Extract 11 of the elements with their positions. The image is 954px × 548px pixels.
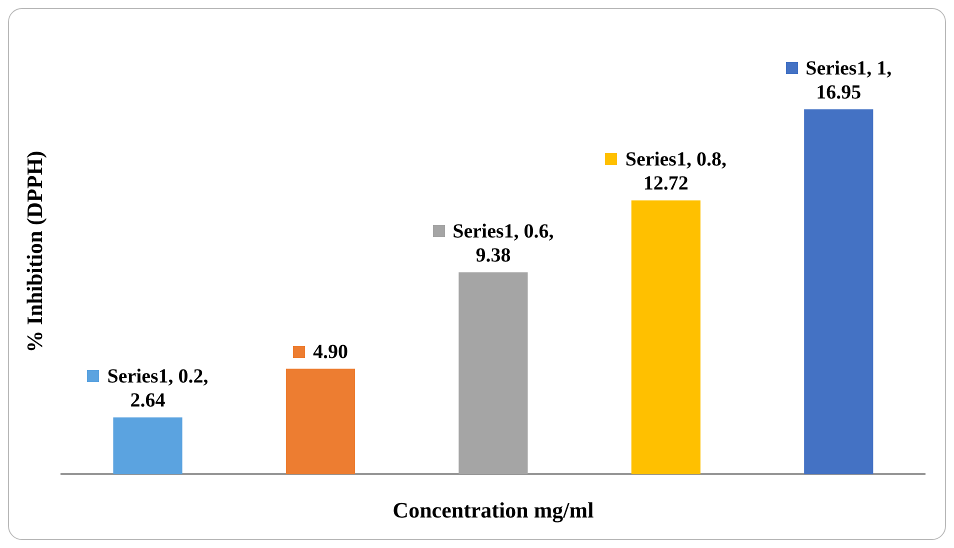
data-label: Series1, 0.8, 12.72 <box>625 148 726 195</box>
data-label: 4.90 <box>312 340 348 363</box>
data-label: Series1, 0.2, 2.64 <box>107 366 208 412</box>
x-axis-title: Concentration mg/ml <box>392 497 594 522</box>
y-axis-title: % Inhibition (DPPH) <box>22 150 47 352</box>
data-label: Series1, 1, 16.95 <box>806 57 892 104</box>
bar <box>286 368 356 474</box>
bar <box>804 109 874 474</box>
bar <box>631 200 700 474</box>
bar <box>113 417 182 474</box>
data-label: Series1, 0.6, 9.38 <box>452 220 554 266</box>
